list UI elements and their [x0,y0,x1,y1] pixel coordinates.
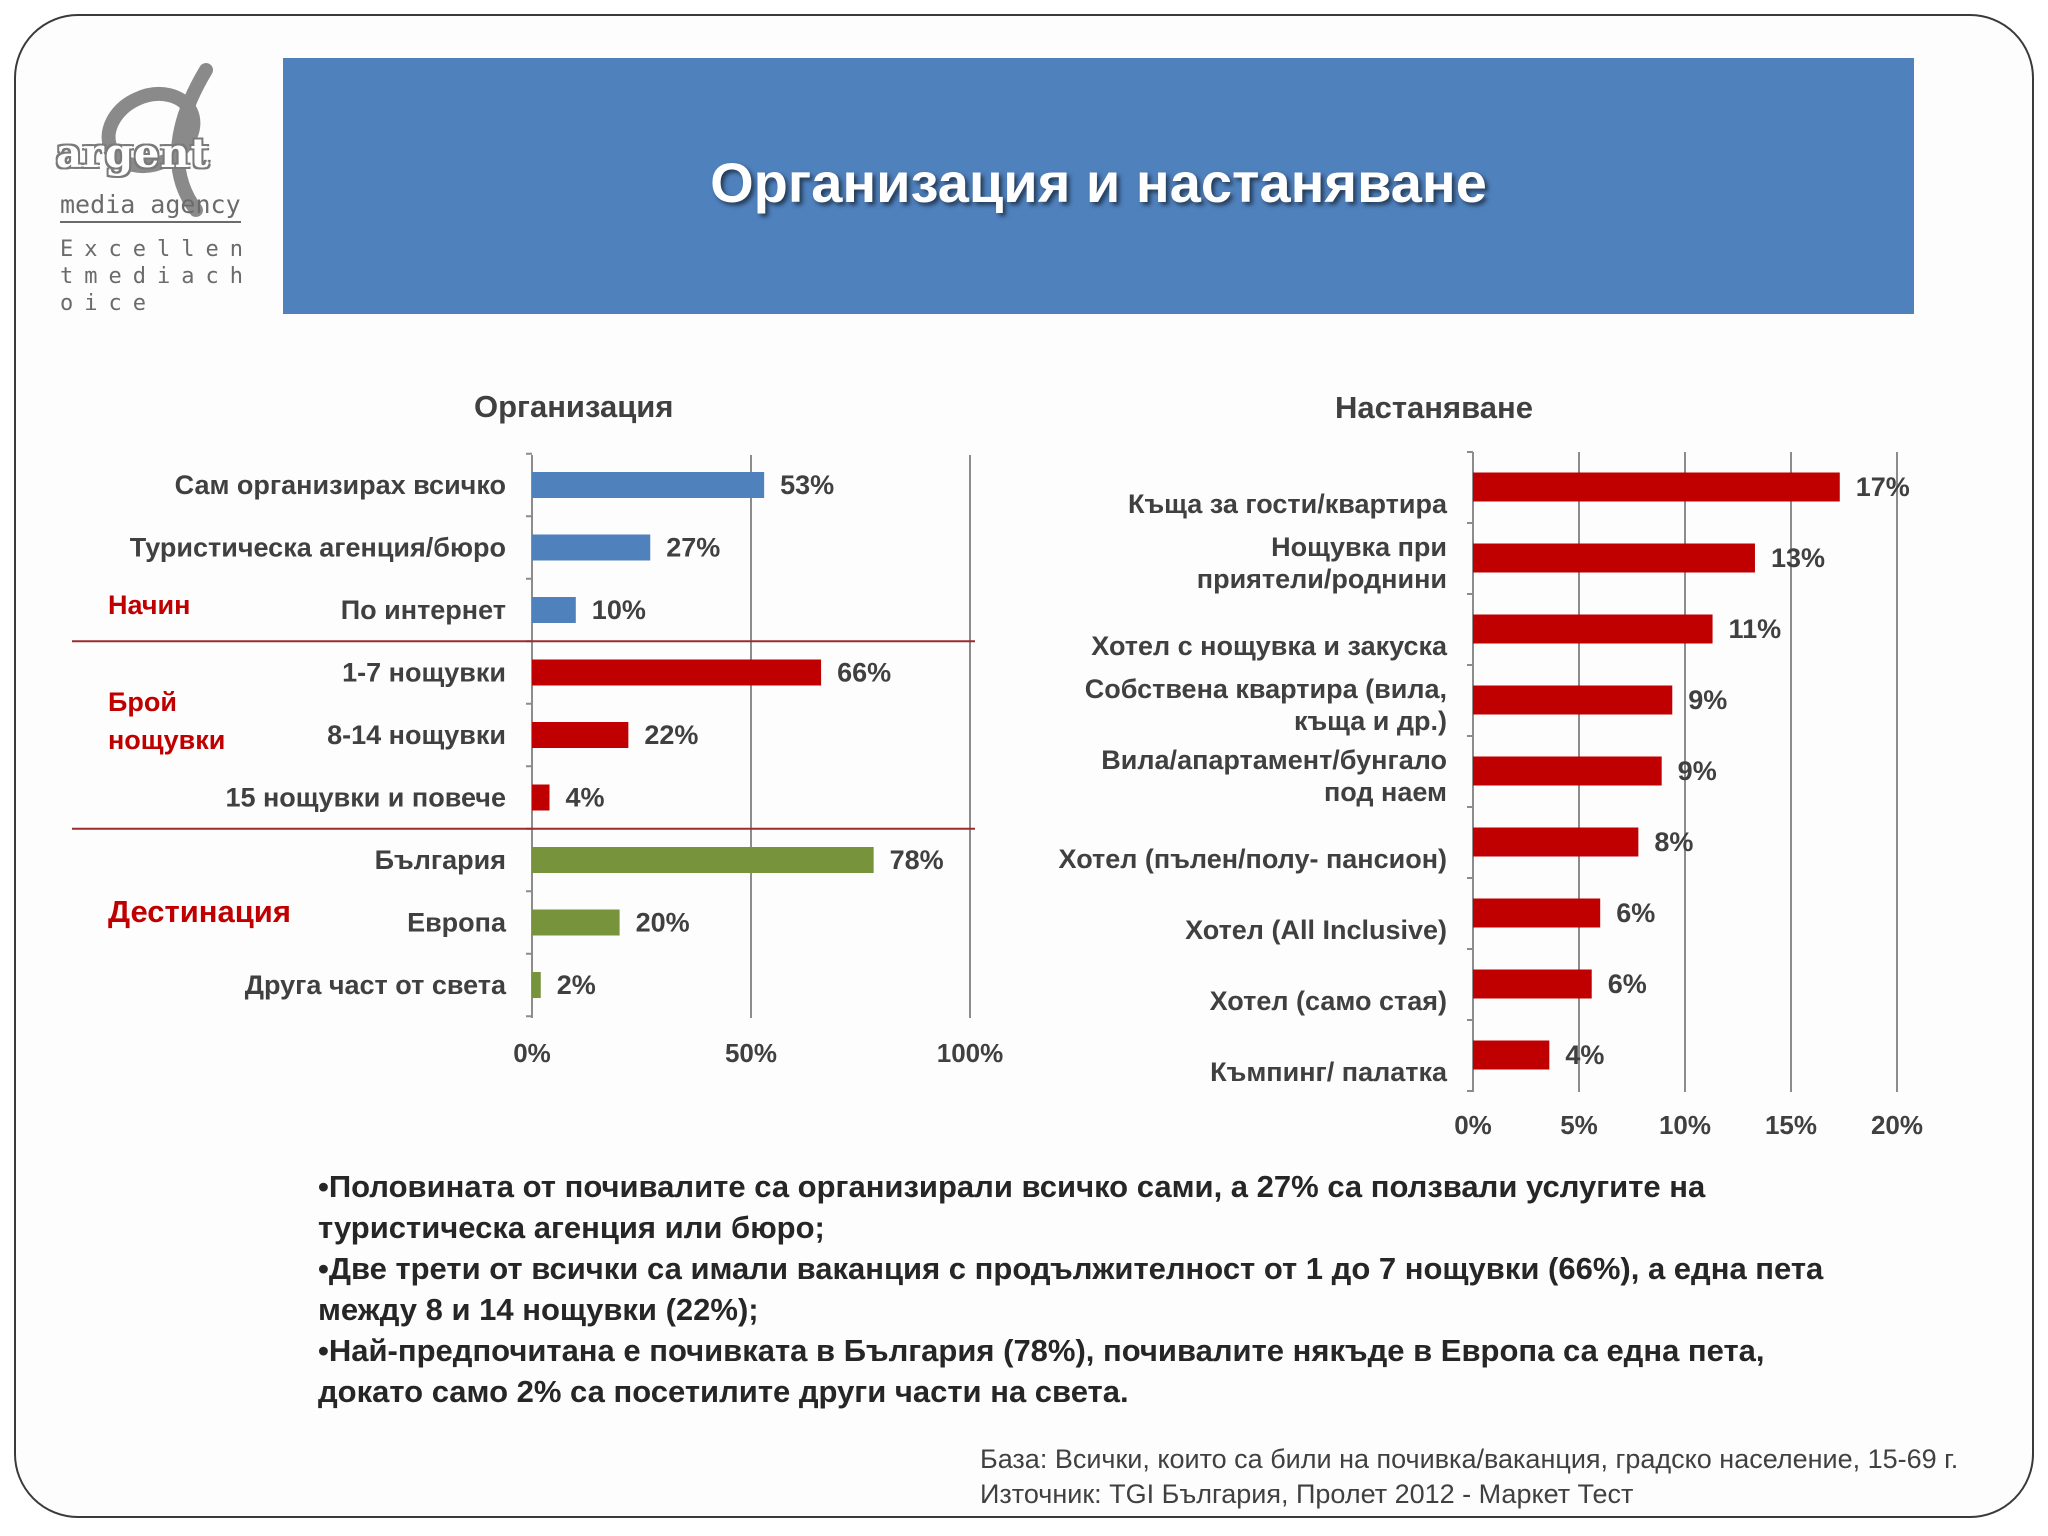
title-banner: Организация и настаняване [283,58,1914,314]
x-tick-label: 50% [725,1038,777,1068]
bar [532,972,541,998]
data-label: 78% [890,845,944,875]
bar [1473,543,1755,573]
category-label: Нощувка при [1271,532,1447,562]
data-label: 2% [557,970,596,1000]
x-tick-label: 100% [937,1038,1004,1068]
chart-title-accommodation: Настаняване [1335,390,1533,425]
logo-wordmark: argent [56,130,210,177]
bar [532,597,576,623]
x-tick-label: 0% [1454,1110,1492,1140]
x-tick-label: 20% [1871,1110,1923,1140]
bar [1473,898,1601,928]
logo-subtitle: media agency [60,190,241,223]
summary-notes: •Половината от почивалите са организирал… [318,1166,1878,1412]
category-label: Хотел с нощувка и закуска [1091,631,1448,661]
category-label: Друга част от света [245,970,507,1000]
category-label: приятели/роднини [1197,564,1447,594]
footer: База: Всички, които са били на почивка/в… [980,1442,1958,1512]
data-label: 17% [1856,472,1910,502]
data-label: 4% [1565,1040,1604,1070]
footer-source: Източник: TGI България, Пролет 2012 - Ма… [980,1479,1634,1509]
category-label: Сам организирах всичко [175,470,506,500]
category-label: По интернет [341,595,506,625]
category-label: Къмпинг/ палатка [1210,1057,1448,1087]
x-tick-label: 5% [1560,1110,1598,1140]
data-label: 13% [1771,543,1825,573]
logo-a-mark [101,63,213,217]
category-label: Хотел (All Inclusive) [1185,915,1447,945]
note-item: •Половината от почивалите са организирал… [318,1169,1706,1245]
bar [532,659,822,686]
category-label: Европа [407,908,507,938]
data-label: 9% [1688,685,1727,715]
note-item: •Най-предпочитана е почивката в България… [318,1333,1765,1409]
bar [1473,1040,1550,1070]
note-item: •Две трети от всички са имали ваканция с… [318,1251,1824,1327]
data-label: 6% [1616,898,1655,928]
data-label: 11% [1729,614,1782,644]
category-label: къща и др.) [1294,706,1447,736]
category-label: 8-14 нощувки [327,720,506,750]
bar [532,784,550,811]
chart-title-organization: Организация [474,389,674,424]
bar [1473,827,1639,857]
group-label: нощувки [108,725,225,755]
bar [1473,614,1713,644]
data-label: 10% [592,595,646,625]
page-title: Организация и настаняване [710,151,1487,214]
bar [532,847,874,873]
group-label: Дестинация [108,894,291,929]
bar [532,909,620,936]
x-tick-label: 10% [1659,1110,1711,1140]
bar [1473,472,1840,502]
category-label: Къща за гости/квартира [1128,489,1448,519]
bar [1473,756,1662,786]
data-label: 4% [566,783,605,813]
category-label: Собствена квартира (вила, [1085,674,1447,704]
footer-base: База: Всички, които са били на почивка/в… [980,1444,1959,1474]
bar [1473,685,1673,715]
category-label: Вила/апартамент/бунгало [1101,745,1447,775]
x-tick-label: 15% [1765,1110,1817,1140]
logo-tagline: Excellentmediachoice [60,237,254,316]
bar [1473,969,1592,999]
category-label: 1-7 нощувки [342,658,506,688]
data-label: 20% [636,908,690,938]
category-label: Туристическа агенция/бюро [130,533,506,563]
data-label: 27% [666,533,720,563]
bar [532,472,765,498]
data-label: 66% [837,658,891,688]
data-label: 22% [644,720,698,750]
group-label: Брой [108,687,177,717]
category-label: 15 нощувки и повече [225,783,506,813]
data-label: 9% [1678,756,1717,786]
category-label: България [375,845,506,875]
x-tick-label: 0% [513,1038,551,1068]
data-label: 8% [1654,827,1693,857]
category-label: под наем [1324,777,1447,807]
category-label: Хотел (само стая) [1210,986,1447,1016]
group-label: Начин [108,590,190,620]
data-label: 53% [780,470,834,500]
bar [532,722,629,748]
category-label: Хотел (пълен/полу- пансион) [1059,844,1447,874]
data-label: 6% [1608,969,1647,999]
bar [532,534,651,561]
